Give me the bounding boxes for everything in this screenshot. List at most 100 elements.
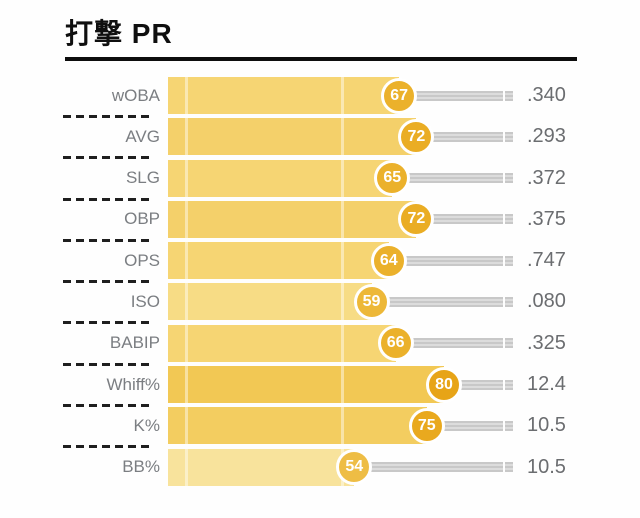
remainder-track bbox=[426, 420, 503, 431]
percentile-track: 54 bbox=[168, 448, 513, 486]
row-separator bbox=[63, 115, 150, 118]
badge-value: 66 bbox=[386, 334, 405, 352]
percentile-track: 67 bbox=[168, 77, 513, 114]
gridline-50pct bbox=[340, 407, 344, 445]
stat-value: 12.4 bbox=[527, 373, 566, 396]
badge-value: 54 bbox=[345, 458, 364, 476]
track-end-cap bbox=[505, 255, 513, 266]
gridline-5pct bbox=[185, 242, 189, 280]
chart-row: wOBA 67 .340 bbox=[62, 77, 622, 118]
gridline-50pct bbox=[340, 242, 344, 280]
gridline-5pct bbox=[185, 118, 189, 156]
chart-row: AVG 72 .293 bbox=[62, 118, 622, 160]
stat-value: .325 bbox=[527, 331, 566, 354]
percentile-bar bbox=[168, 77, 400, 114]
remainder-track bbox=[444, 379, 503, 390]
gridline-5pct bbox=[185, 200, 189, 238]
row-separator bbox=[63, 280, 150, 284]
remainder-track bbox=[416, 131, 503, 142]
stat-value: 10.5 bbox=[527, 414, 566, 437]
gridline-5pct bbox=[185, 283, 189, 321]
row-label: BB% bbox=[122, 457, 160, 477]
chart-row: OPS 64 .747 bbox=[62, 242, 622, 284]
remainder-track bbox=[395, 338, 503, 349]
percentile-bar bbox=[168, 118, 417, 156]
percentile-track: 80 bbox=[168, 366, 513, 404]
remainder-track bbox=[388, 255, 503, 266]
badge-value: 72 bbox=[407, 210, 426, 228]
row-label: OBP bbox=[124, 209, 160, 229]
percentile-bar bbox=[168, 283, 372, 321]
gridline-5pct bbox=[185, 77, 189, 114]
percentile-badge: 67 bbox=[381, 77, 418, 114]
row-separator bbox=[63, 197, 150, 201]
percentile-track: 72 bbox=[168, 118, 513, 156]
percentile-badge: 54 bbox=[336, 449, 373, 486]
percentile-bar bbox=[168, 407, 427, 445]
remainder-track bbox=[416, 214, 503, 225]
gridline-50pct bbox=[340, 283, 344, 321]
gridline-50pct bbox=[340, 77, 344, 114]
stat-value: .372 bbox=[527, 166, 566, 189]
percentile-badge: 66 bbox=[377, 325, 414, 362]
badge-value: 67 bbox=[390, 86, 409, 104]
chart-row: ISO 59 .080 bbox=[62, 283, 622, 325]
percentile-bar bbox=[168, 448, 355, 486]
chart-row: SLG 65 .372 bbox=[62, 159, 622, 201]
chart-row: BABIP 66 .325 bbox=[62, 324, 622, 366]
gridline-50pct bbox=[340, 159, 344, 197]
track-end-cap bbox=[505, 420, 513, 431]
stat-value: .080 bbox=[527, 290, 566, 313]
badge-value: 59 bbox=[362, 292, 381, 310]
gridline-5pct bbox=[185, 159, 189, 197]
percentile-badge: 72 bbox=[398, 118, 435, 155]
track-end-cap bbox=[505, 173, 513, 184]
percentile-badge: 65 bbox=[374, 160, 411, 197]
track-end-cap bbox=[505, 379, 513, 390]
percentile-track: 64 bbox=[168, 242, 513, 280]
percentile-bar bbox=[168, 324, 396, 362]
row-label: Whiff% bbox=[106, 374, 160, 394]
percentile-track: 65 bbox=[168, 159, 513, 197]
stat-value: .747 bbox=[527, 249, 566, 272]
gridline-50pct bbox=[340, 324, 344, 362]
stat-value: .293 bbox=[527, 125, 566, 148]
percentile-badge: 72 bbox=[398, 201, 435, 238]
percentile-badge: 75 bbox=[408, 407, 445, 444]
badge-value: 80 bbox=[435, 375, 453, 393]
row-separator bbox=[63, 321, 150, 325]
percentile-bar bbox=[168, 159, 393, 197]
gridline-50pct bbox=[340, 118, 344, 156]
chart-row: BB% 54 10.5 bbox=[62, 448, 622, 486]
page-title: 打撃 PR bbox=[65, 18, 173, 49]
row-separator bbox=[63, 238, 150, 242]
percentile-bar bbox=[168, 200, 417, 238]
track-end-cap bbox=[505, 296, 513, 307]
gridline-50pct bbox=[340, 366, 344, 404]
percentile-track: 75 bbox=[168, 407, 513, 445]
badge-value: 75 bbox=[417, 416, 436, 434]
gridline-5pct bbox=[185, 448, 189, 486]
stat-value: .375 bbox=[527, 207, 566, 230]
chart-row: K% 75 10.5 bbox=[62, 407, 622, 449]
percentile-bar bbox=[168, 242, 389, 280]
track-end-cap bbox=[505, 131, 513, 142]
row-label: K% bbox=[133, 415, 160, 435]
track-end-cap bbox=[505, 214, 513, 225]
gridline-5pct bbox=[185, 366, 189, 404]
row-label: BABIP bbox=[109, 333, 160, 353]
row-label: SLG bbox=[125, 168, 160, 188]
badge-value: 64 bbox=[379, 251, 398, 269]
batting-percentile-chart: wOBA 67 .340 AVG 72 .293 S bbox=[62, 77, 622, 490]
percentile-badge: 59 bbox=[353, 283, 390, 320]
row-label: ISO bbox=[130, 291, 160, 311]
track-end-cap bbox=[505, 90, 513, 101]
percentile-track: 66 bbox=[168, 324, 513, 362]
title-underline-rule bbox=[65, 57, 577, 61]
gridline-50pct bbox=[340, 200, 344, 238]
remainder-track bbox=[371, 296, 503, 307]
stat-value: 10.5 bbox=[527, 455, 566, 478]
percentile-badge: 80 bbox=[426, 366, 462, 403]
row-separator bbox=[63, 362, 150, 366]
remainder-track bbox=[399, 90, 503, 101]
